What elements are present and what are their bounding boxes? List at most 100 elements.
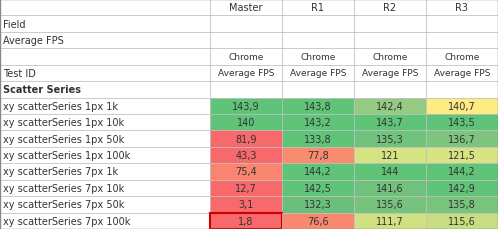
Bar	[282, 49, 354, 65]
Text: Average FPS: Average FPS	[3, 36, 64, 46]
Bar	[426, 82, 498, 98]
Bar	[354, 65, 426, 82]
Bar	[0, 114, 210, 131]
Bar	[354, 180, 426, 196]
Text: 144: 144	[381, 167, 399, 177]
Text: 136,7: 136,7	[448, 134, 476, 144]
Bar	[282, 213, 354, 229]
Text: 144,2: 144,2	[448, 167, 476, 177]
Text: 143,8: 143,8	[304, 101, 332, 111]
Text: 142,5: 142,5	[304, 183, 332, 193]
Text: Chrome: Chrome	[444, 53, 480, 62]
Text: 81,9: 81,9	[235, 134, 257, 144]
Text: Average FPS: Average FPS	[434, 69, 490, 78]
Bar	[282, 98, 354, 114]
Bar	[282, 0, 354, 16]
Bar	[426, 213, 498, 229]
Text: 143,7: 143,7	[376, 118, 404, 128]
Text: 3,1: 3,1	[239, 199, 253, 210]
Text: 75,4: 75,4	[235, 167, 257, 177]
Bar	[0, 164, 210, 180]
Bar	[0, 196, 210, 213]
Text: xy scatterSeries 7px 50k: xy scatterSeries 7px 50k	[3, 199, 124, 210]
Bar	[354, 82, 426, 98]
Bar	[210, 82, 282, 98]
Bar	[354, 0, 426, 16]
Bar	[426, 33, 498, 49]
Text: xy scatterSeries 1px 10k: xy scatterSeries 1px 10k	[3, 118, 124, 128]
Bar	[210, 0, 282, 16]
Bar	[282, 65, 354, 82]
Text: 143,5: 143,5	[448, 118, 476, 128]
Bar	[210, 16, 282, 33]
Text: 142,9: 142,9	[448, 183, 476, 193]
Bar	[0, 82, 210, 98]
Bar	[282, 114, 354, 131]
Bar	[210, 164, 282, 180]
Bar	[354, 33, 426, 49]
Bar	[210, 33, 282, 49]
Bar	[0, 98, 210, 114]
Text: Chrome: Chrome	[228, 53, 263, 62]
Text: Chrome: Chrome	[373, 53, 408, 62]
Text: R2: R2	[383, 3, 396, 13]
Bar	[354, 49, 426, 65]
Bar	[210, 196, 282, 213]
Text: Master: Master	[229, 3, 263, 13]
Text: 140: 140	[237, 118, 255, 128]
Text: Average FPS: Average FPS	[218, 69, 274, 78]
Bar	[0, 16, 210, 33]
Text: xy scatterSeries 1px 50k: xy scatterSeries 1px 50k	[3, 134, 124, 144]
Bar	[426, 196, 498, 213]
Bar	[282, 16, 354, 33]
Bar	[282, 131, 354, 147]
Bar	[354, 213, 426, 229]
Bar	[282, 180, 354, 196]
Bar	[0, 49, 210, 65]
Text: Average FPS: Average FPS	[362, 69, 418, 78]
Bar	[426, 164, 498, 180]
Bar	[210, 49, 282, 65]
Text: 143,9: 143,9	[232, 101, 260, 111]
Bar	[282, 82, 354, 98]
Bar	[210, 213, 282, 229]
Text: 43,3: 43,3	[235, 150, 257, 160]
Text: 135,3: 135,3	[376, 134, 404, 144]
Text: 141,6: 141,6	[376, 183, 404, 193]
Bar	[354, 164, 426, 180]
Bar	[0, 180, 210, 196]
Bar	[210, 131, 282, 147]
Bar	[426, 16, 498, 33]
Bar	[354, 147, 426, 164]
Text: 121: 121	[381, 150, 399, 160]
Text: 133,8: 133,8	[304, 134, 332, 144]
Text: 140,7: 140,7	[448, 101, 476, 111]
Bar	[282, 147, 354, 164]
Text: 111,7: 111,7	[376, 216, 404, 226]
Text: Test ID: Test ID	[3, 69, 36, 79]
Bar	[210, 147, 282, 164]
Bar	[282, 196, 354, 213]
Text: R3: R3	[456, 3, 469, 13]
Bar	[354, 16, 426, 33]
Text: xy scatterSeries 1px 1k: xy scatterSeries 1px 1k	[3, 101, 118, 111]
Text: xy scatterSeries 7px 100k: xy scatterSeries 7px 100k	[3, 216, 130, 226]
Bar	[354, 131, 426, 147]
Text: Field: Field	[3, 19, 25, 30]
Text: 143,2: 143,2	[304, 118, 332, 128]
Bar	[426, 49, 498, 65]
Bar	[0, 131, 210, 147]
Text: Average FPS: Average FPS	[290, 69, 346, 78]
Bar	[354, 196, 426, 213]
Bar	[0, 0, 210, 16]
Bar	[0, 213, 210, 229]
Bar	[210, 180, 282, 196]
Bar	[282, 164, 354, 180]
Text: 144,2: 144,2	[304, 167, 332, 177]
Bar	[426, 147, 498, 164]
Text: 135,8: 135,8	[448, 199, 476, 210]
Bar	[354, 98, 426, 114]
Text: 132,3: 132,3	[304, 199, 332, 210]
Text: Chrome: Chrome	[300, 53, 336, 62]
Bar	[282, 33, 354, 49]
